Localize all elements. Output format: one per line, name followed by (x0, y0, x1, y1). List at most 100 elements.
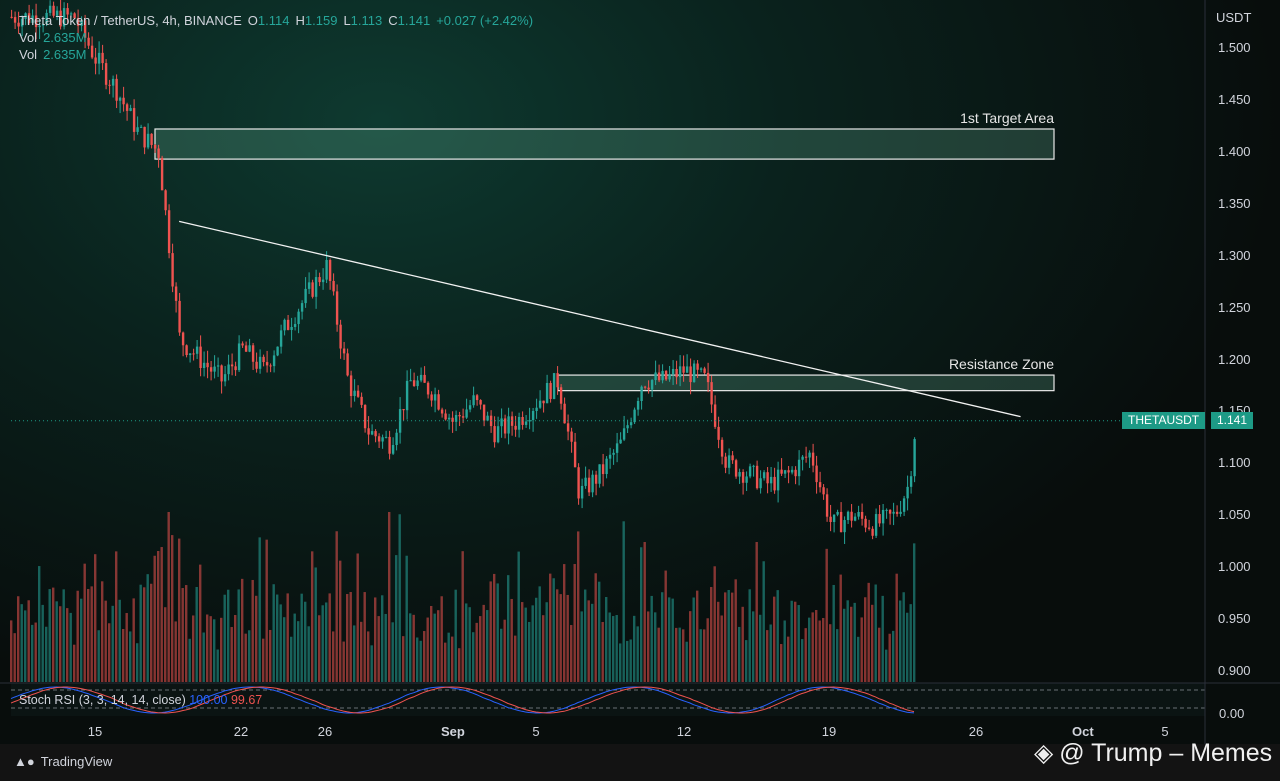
candle-body (794, 469, 797, 477)
candle-body (101, 52, 104, 64)
volume-bar (748, 589, 751, 682)
candle-body (605, 458, 608, 475)
time-tick-label: 19 (821, 724, 837, 739)
candle-body (755, 465, 759, 489)
candle-body (202, 362, 206, 368)
candle-body (342, 348, 346, 354)
volume-bar (118, 599, 121, 682)
candle-body (675, 368, 678, 378)
volume-bar (556, 589, 559, 682)
candle-body (160, 157, 164, 191)
volume-bar (801, 639, 804, 682)
candle-body (552, 373, 556, 399)
candle-body (808, 452, 811, 458)
volume-bar (465, 603, 468, 682)
candle-body (815, 465, 818, 483)
candle-body (689, 366, 692, 383)
volume-bar (321, 605, 324, 682)
volume-bar (577, 531, 580, 682)
candle-body (829, 516, 832, 523)
candle-body (27, 13, 31, 23)
candle-body (580, 485, 584, 499)
candle-body (811, 452, 815, 466)
candle-body (10, 16, 13, 18)
candle-body (276, 346, 279, 356)
volume-bar (423, 631, 426, 682)
candle-body (377, 436, 381, 442)
volume-bar (773, 596, 776, 682)
volume-bar (836, 629, 839, 682)
volume-bar (888, 633, 891, 682)
candle-body (262, 356, 265, 363)
candle-body (503, 418, 507, 434)
volume-bar (493, 573, 496, 682)
volume-bar (269, 629, 272, 682)
candle-body (13, 17, 17, 23)
candle-body (787, 470, 790, 473)
volume-bar (129, 631, 132, 682)
volume-bar (843, 608, 846, 682)
candle-body (458, 415, 461, 417)
volume-bar (468, 607, 471, 682)
candle-body (223, 374, 227, 382)
volume-bar (10, 620, 13, 682)
candle-body (500, 418, 503, 427)
tradingview-brand[interactable]: ▲● TradingView (14, 754, 112, 769)
candle-body (297, 311, 300, 325)
volume-bar (360, 621, 363, 682)
volume-bar (633, 615, 636, 682)
candle-body (573, 441, 577, 468)
volume-bar (227, 589, 230, 682)
candle-body (661, 370, 664, 381)
candle-body (559, 387, 563, 404)
watermark: ◈ @ Trump – Memes (1034, 738, 1272, 768)
volume-bar (776, 590, 779, 682)
volume-bar (258, 537, 261, 682)
candle-body (402, 409, 405, 411)
footer-bar (0, 744, 1280, 781)
volume-bar (55, 601, 58, 682)
volume-bar (538, 586, 541, 682)
candle-body (430, 394, 433, 401)
candle-body (710, 382, 713, 405)
candle-body (780, 469, 783, 474)
time-tick-label: 26 (968, 724, 984, 739)
volume-bar (685, 641, 688, 682)
volume-bar (671, 598, 674, 682)
candle-body (419, 374, 423, 381)
volume-bar (405, 555, 408, 682)
volume-bar (76, 590, 79, 682)
last-price-tag: 1.141 (1211, 412, 1254, 430)
volume-bar (573, 564, 576, 682)
candle-body (685, 366, 689, 373)
candle-body (762, 472, 766, 479)
candle-body (671, 368, 675, 375)
candle-body (370, 431, 374, 435)
candle-body (447, 417, 451, 420)
candle-body (899, 511, 902, 514)
volume-bar (244, 633, 247, 682)
candle-body (892, 511, 895, 514)
candle-body (678, 366, 682, 378)
candle-body (822, 487, 825, 495)
candle-body (454, 415, 458, 422)
volume-bar (703, 629, 706, 682)
volume-bar (503, 619, 506, 682)
symbol-title[interactable]: Theta Token / TetherUS, 4h, BINANCE (19, 13, 242, 28)
price-change: +0.027 (+2.42%) (436, 13, 534, 28)
candle-body (482, 404, 486, 421)
candle-body (895, 511, 899, 514)
candle-body (587, 477, 591, 493)
volume-bar (605, 596, 608, 682)
candle-body (241, 343, 244, 346)
volume-bar (699, 629, 702, 682)
candle-body (38, 25, 41, 28)
candle-body (353, 390, 356, 397)
price-tick-label: 0.900 (1218, 663, 1251, 678)
candle-body (146, 133, 150, 148)
candle-body (409, 380, 412, 382)
volume-bar (804, 628, 807, 682)
candle-body (258, 356, 262, 369)
